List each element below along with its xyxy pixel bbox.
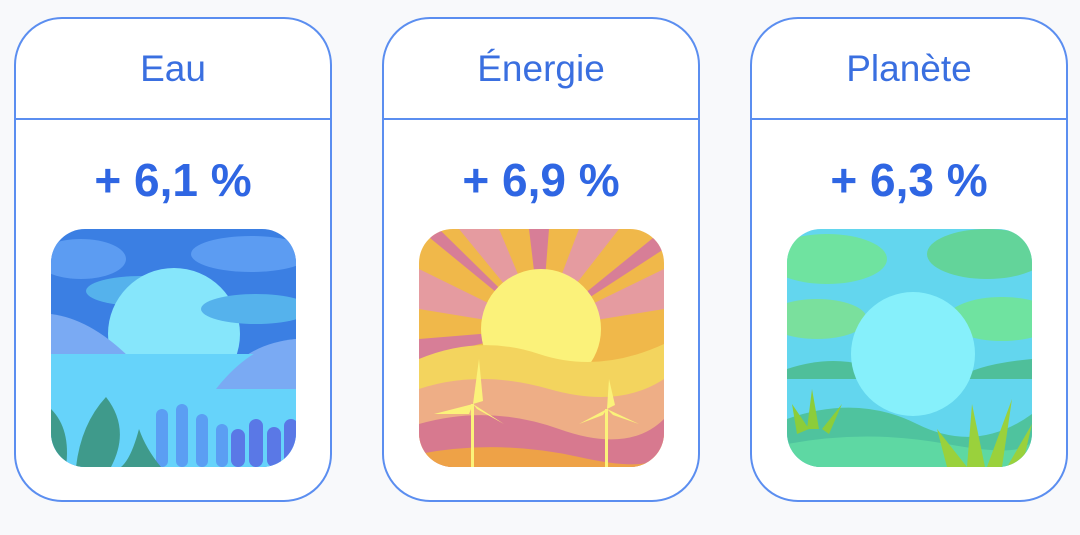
card-value: + 6,9 % [462, 154, 620, 206]
card-planete: Planète + 6,3 % [750, 17, 1068, 502]
ocean-sunset-illustration [51, 229, 296, 467]
card-eau: Eau + 6,1 % [14, 17, 332, 502]
card-title: Énergie [384, 19, 698, 120]
sun-wind-turbines-illustration [419, 229, 664, 467]
green-landscape-illustration [787, 229, 1032, 467]
card-value: + 6,1 % [94, 154, 252, 206]
card-energie: Énergie + 6,9 % [382, 17, 700, 502]
card-value: + 6,3 % [830, 154, 988, 206]
card-title: Eau [16, 19, 330, 120]
card-title: Planète [752, 19, 1066, 120]
